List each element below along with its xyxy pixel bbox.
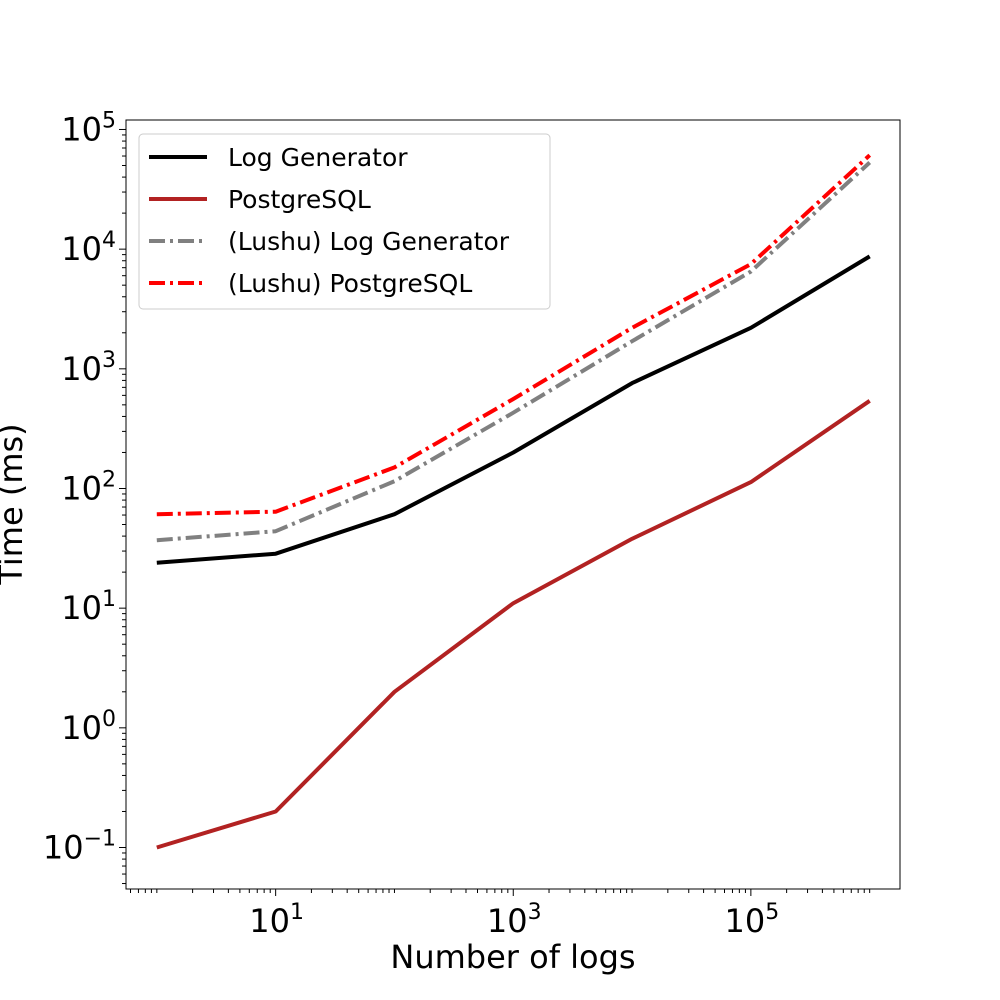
- series-line: [156, 161, 872, 543]
- legend-label: (Lushu) Log Generator: [228, 227, 510, 256]
- x-tick-label: 105: [725, 900, 780, 940]
- series-line: [156, 399, 871, 850]
- series-1: [156, 399, 871, 850]
- plot-frame: [125, 119, 901, 890]
- legend-box: [138, 133, 551, 310]
- series-2: [156, 161, 872, 543]
- series-0: [156, 254, 871, 565]
- series-layer: [156, 153, 872, 850]
- x-axis-label: Number of logs: [390, 938, 635, 976]
- y-tick-label: 105: [61, 108, 116, 148]
- x-tick-label: 101: [249, 900, 304, 940]
- series-3: [156, 153, 872, 517]
- series-line: [156, 254, 871, 565]
- legend-label: Log Generator: [228, 143, 408, 172]
- y-tick-label: 104: [61, 228, 116, 268]
- legend-label: PostgreSQL: [228, 185, 371, 214]
- y-tick-label: 103: [61, 348, 116, 388]
- legend: Log Generator PostgreSQL (Lushu) Log Gener…: [138, 133, 551, 310]
- y-tick-label: 100: [61, 707, 116, 747]
- y-tick-label: 10−1: [43, 826, 116, 866]
- y-tick-label: 101: [61, 587, 116, 627]
- legend-label: (Lushu) PostgreSQL: [228, 269, 472, 298]
- ticks-layer: 101 103 105 10−1 100 101 102 103 104 105: [43, 108, 871, 940]
- series-line: [156, 153, 872, 517]
- x-tick-label: 103: [487, 900, 542, 940]
- y-tick-label: 102: [61, 467, 116, 507]
- y-axis-label: Time (ms): [0, 423, 30, 585]
